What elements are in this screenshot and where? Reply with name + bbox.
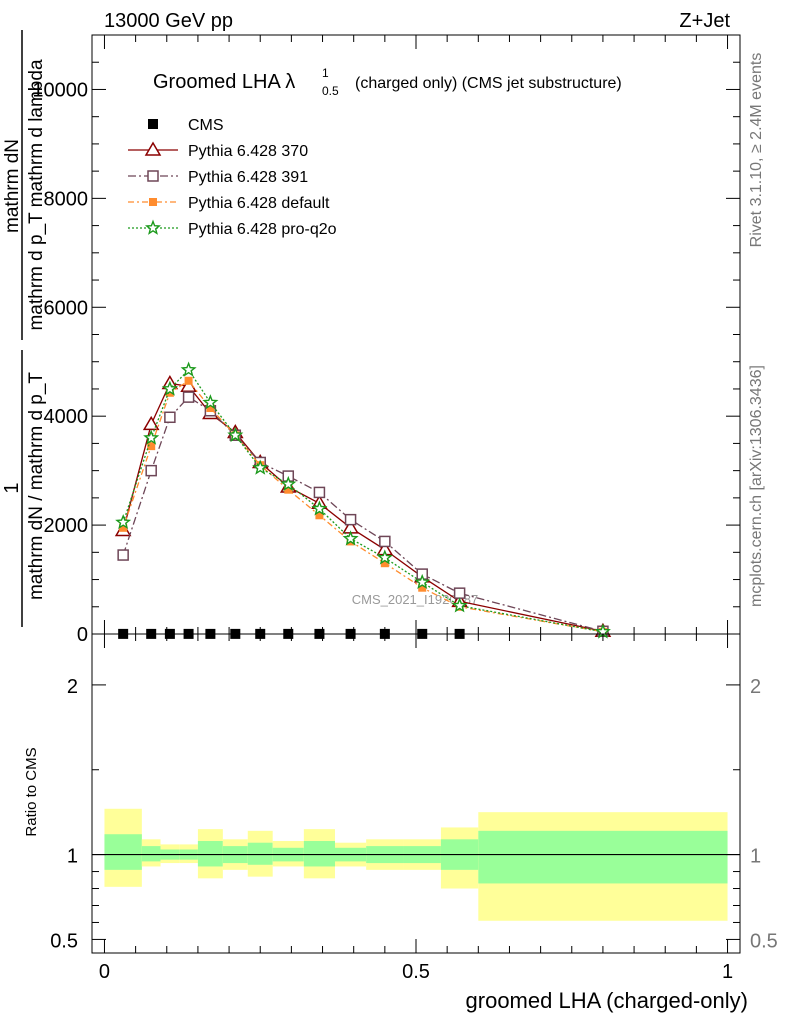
plot-title-superscript: 1 — [322, 66, 329, 80]
data-point-pyq2o — [202, 394, 219, 410]
ratio-band-inner — [247, 842, 273, 865]
data-point-py391 — [145, 464, 157, 477]
legend-marker — [147, 170, 159, 182]
data-point-pydefault — [380, 559, 389, 568]
data-point-pydefault — [206, 404, 215, 413]
ratio-y-tick-label-right: 2 — [750, 676, 761, 698]
data-point-py391 — [344, 513, 357, 526]
ratio-y-axis: 0.5 0.5 1 1 2 2 — [50, 676, 778, 953]
main-y-axis-title: 1 mathrm dN / mathrm d p_T mathrm dN mat… — [1, 30, 47, 627]
legend-item-py391: Pythia 6.428 391 — [128, 169, 308, 186]
plot-title: Groomed LHA λ 1 0.5 (charged only) (CMS … — [153, 66, 622, 98]
data-point-py391 — [379, 535, 391, 548]
ratio-band-inner — [197, 841, 223, 867]
data-point-py391 — [313, 486, 326, 499]
mcplots-label: mcplots.cern.ch [arXiv:1306.3436] — [748, 365, 765, 607]
legend-item-py370: Pythia 6.428 370 — [128, 141, 308, 160]
data-point-pyq2o — [161, 380, 178, 396]
ratio-panel: 0.5 0.51 12 2 0 0.5 1 Ratio to CMS groomed LH… — [23, 633, 778, 1013]
data-point-pyq2o — [143, 429, 160, 445]
analysis-watermark: CMS_2021_I1920187 — [352, 592, 479, 607]
y-tick-label: 4000 — [44, 406, 89, 428]
ratio-y-title: Ratio to CMS — [23, 747, 40, 836]
data-point-py370 — [142, 415, 160, 431]
y-tick-label: 6000 — [44, 297, 89, 319]
legend-item-pyq2o: Pythia 6.428 pro-q2o — [128, 219, 337, 238]
y-tick-label: 10000 — [32, 79, 88, 101]
x-tick-label: 0.5 — [402, 961, 430, 983]
ratio-y-tick-label: 0.5 — [50, 930, 78, 952]
ratio-y-tick-label: 1 — [67, 846, 78, 868]
data-point-pyq2o — [180, 361, 197, 377]
ratio-x-axis: 0 0.5 1 — [99, 634, 733, 983]
plot-title-rest: (charged only) (CMS jet substructure) — [355, 75, 622, 92]
data-point-pyq2o — [311, 500, 328, 516]
ratio-band-inner — [303, 841, 335, 867]
rivet-label: Rivet 3.1.10, ≥ 2.4M events — [748, 53, 765, 248]
x-tick-label: 0 — [99, 961, 110, 983]
ratio-bands — [104, 808, 728, 921]
data-point-pyq2o — [376, 549, 393, 565]
legend-item-pydefault: Pythia 6.428 default — [128, 195, 330, 212]
legend-label: Pythia 6.428 pro-q2o — [188, 221, 337, 238]
data-point-pydefault — [119, 523, 128, 532]
data-point-pydefault — [165, 388, 174, 397]
y-tick-label: 8000 — [44, 188, 89, 210]
data-point-pyq2o — [280, 475, 297, 492]
data-point-py391 — [164, 411, 176, 424]
data-point-pyq2o — [342, 530, 359, 546]
legend-marker — [144, 141, 162, 156]
energy-label: 13000 GeV pp — [104, 10, 233, 32]
legend: CMS Pythia 6.428 370 Pythia 6.428 391 Pythi… — [128, 117, 337, 238]
main-plot-panel: CMS_2021_I1920187 0 2000 4000 6000 8000 10000… — [32, 34, 741, 646]
legend-marker — [149, 198, 157, 206]
series-line-pydefault — [122, 379, 604, 633]
data-point-pydefault — [184, 376, 193, 385]
main-y-axis: 0 2000 4000 6000 8000 10000 — [32, 34, 740, 646]
legend-label: Pythia 6.428 391 — [188, 169, 308, 186]
plot-title-main: Groomed LHA λ — [153, 71, 295, 93]
data-point-pyq2o — [227, 426, 244, 443]
y-title-numerator: mathrm dN — [2, 139, 23, 233]
y-tick-label: 0 — [77, 624, 88, 646]
series-line-pyq2o — [122, 368, 604, 633]
x-axis-title: groomed LHA (charged-only) — [466, 988, 748, 1013]
data-point-pydefault — [284, 485, 293, 494]
legend-label: CMS — [188, 117, 224, 134]
data-point-pyq2o — [451, 597, 468, 613]
data-point-pyq2o — [115, 513, 132, 530]
data-point-pyq2o — [252, 459, 269, 475]
legend-label: Pythia 6.428 default — [188, 195, 330, 212]
ratio-y-tick-label: 2 — [67, 676, 78, 698]
y-tick-label: 2000 — [44, 515, 89, 537]
data-point-pydefault — [147, 442, 156, 451]
data-point-py391 — [117, 549, 129, 561]
ratio-band-inner — [141, 846, 161, 862]
ratio-band-inner — [104, 834, 142, 870]
data-point-py391 — [453, 587, 466, 599]
data-point-py391 — [182, 391, 195, 403]
data-point-pydefault — [418, 583, 427, 592]
legend-item-cms: CMS — [148, 117, 224, 134]
y-title-denominator: mathrm d p_T mathrm d lambda — [26, 59, 47, 330]
legend-label: Pythia 6.428 370 — [188, 143, 308, 160]
ratio-y-tick-label-right: 0.5 — [750, 930, 778, 952]
data-point-pyq2o — [414, 573, 431, 590]
y-title-prefix: 1 — [1, 482, 23, 493]
ratio-y-tick-label-right: 1 — [750, 846, 761, 868]
ratio-band-inner — [478, 830, 728, 884]
x-tick-label: 1 — [722, 961, 733, 983]
legend-marker — [144, 219, 162, 235]
legend-marker — [148, 119, 158, 129]
plot-title-subscript: 0.5 — [322, 84, 339, 98]
process-label: Z+Jet — [679, 10, 730, 32]
data-point-pydefault — [315, 511, 324, 520]
y-title-prefix-den: mathrm dN / mathrm d p_T — [26, 372, 47, 600]
